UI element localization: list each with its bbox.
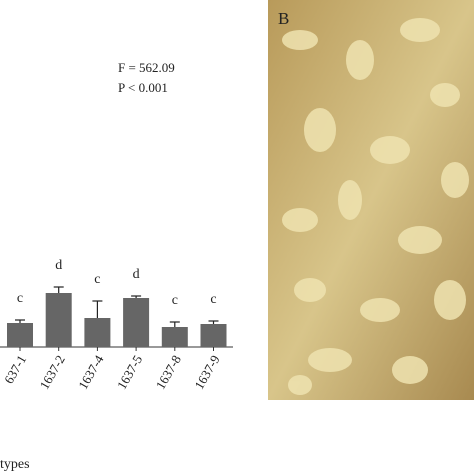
significance-letter: c xyxy=(210,292,216,307)
x-tick-label: 1637-5 xyxy=(114,352,145,391)
significance-letter: d xyxy=(133,267,140,282)
bar xyxy=(7,323,33,347)
significance-letter: c xyxy=(94,272,100,287)
significance-letter: d xyxy=(55,258,62,273)
photo-label: B xyxy=(278,9,289,28)
f-stat: F = 562.09 xyxy=(118,60,175,75)
bar xyxy=(200,324,227,347)
p-stat: P < 0.001 xyxy=(118,80,168,95)
significance-letter: c xyxy=(172,293,178,308)
bar xyxy=(123,298,150,347)
x-axis-label: types xyxy=(0,457,30,472)
bar xyxy=(45,293,72,347)
photo: B xyxy=(268,0,474,400)
x-tick-label: 1637-2 xyxy=(36,352,67,391)
x-tick-label: 1637-9 xyxy=(191,352,222,391)
x-tick-label: 1637-4 xyxy=(75,352,107,392)
bar xyxy=(161,327,188,347)
x-tick-label: 637-1 xyxy=(1,352,29,386)
bar xyxy=(84,318,111,347)
significance-letter: c xyxy=(17,291,23,306)
plot: 637-1 c 1637-2 d 1637-4 c 1637-5 d 1637-8 c 1637-9… xyxy=(0,258,233,392)
x-tick-label: 1637-8 xyxy=(153,352,184,391)
